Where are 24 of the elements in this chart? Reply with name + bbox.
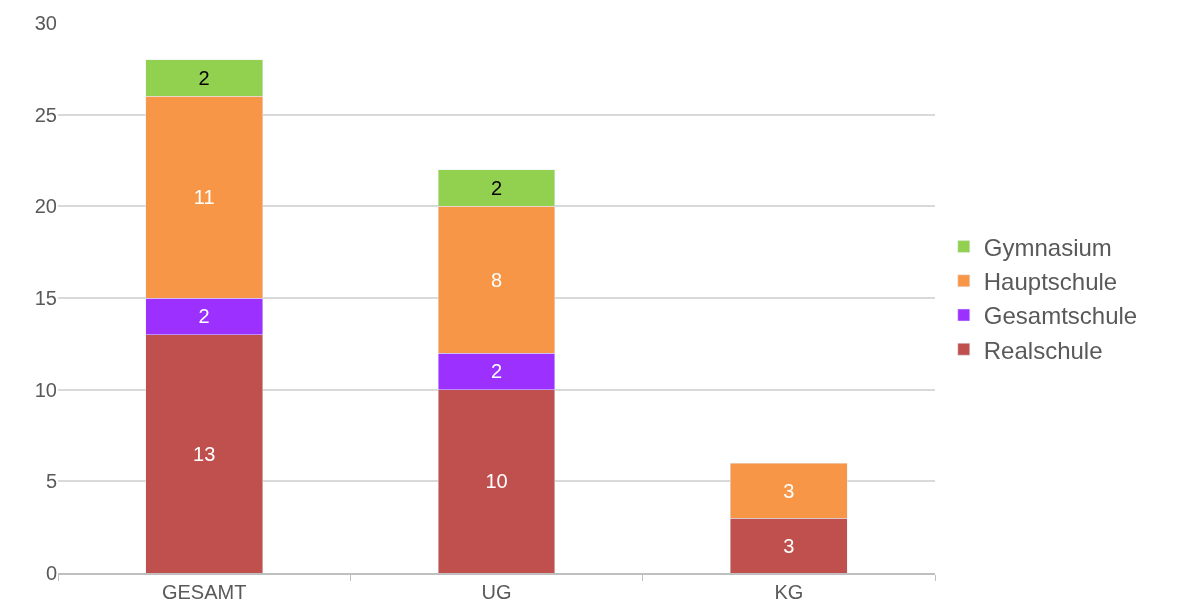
data-label: 3	[783, 479, 795, 502]
y-tick-label: 20	[34, 195, 57, 218]
y-tick-label: 30	[34, 12, 57, 34]
x-tick-label: GESAMT	[161, 580, 247, 603]
data-label: 11	[193, 186, 215, 209]
y-tick-label: 15	[34, 287, 57, 309]
x-tick-label: UG	[481, 580, 512, 603]
legend-label: Gymnasium	[983, 233, 1112, 261]
y-tick-label: 5	[45, 470, 57, 493]
data-label: 13	[193, 442, 216, 465]
data-label: 2	[490, 177, 503, 199]
legend-label: Gesamtschule	[983, 302, 1138, 330]
data-label: 10	[485, 470, 508, 493]
data-label: 3	[783, 534, 795, 557]
legend-label: Hauptschule	[983, 268, 1118, 296]
legend-label: Realschule	[983, 336, 1103, 364]
x-tick-label: KG	[774, 580, 804, 603]
y-tick-label: 0	[45, 562, 57, 584]
data-label: 2	[198, 67, 210, 89]
y-tick-label: 10	[34, 378, 57, 401]
data-label: 2	[490, 360, 503, 383]
y-tick-label: 25	[34, 103, 57, 126]
data-label: 8	[490, 268, 503, 291]
data-label: 2	[198, 305, 210, 328]
